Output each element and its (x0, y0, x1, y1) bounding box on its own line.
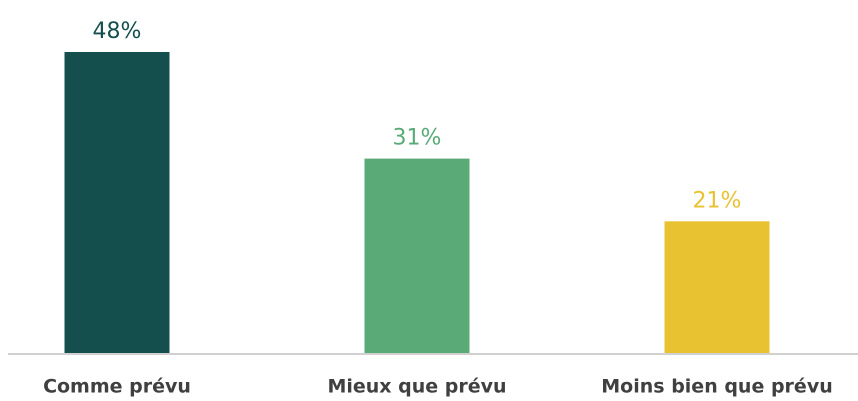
x-tick-label: Mieux que prévu (327, 376, 506, 398)
x-tick-label: Comme prévu (43, 376, 191, 398)
bar (664, 221, 770, 353)
value-label: 48% (93, 19, 142, 44)
x-tick-label: Moins bien que prévu (601, 376, 832, 398)
bar (64, 52, 170, 353)
value-label: 31% (393, 126, 442, 151)
value-label: 21% (693, 188, 742, 213)
bar (364, 158, 470, 353)
